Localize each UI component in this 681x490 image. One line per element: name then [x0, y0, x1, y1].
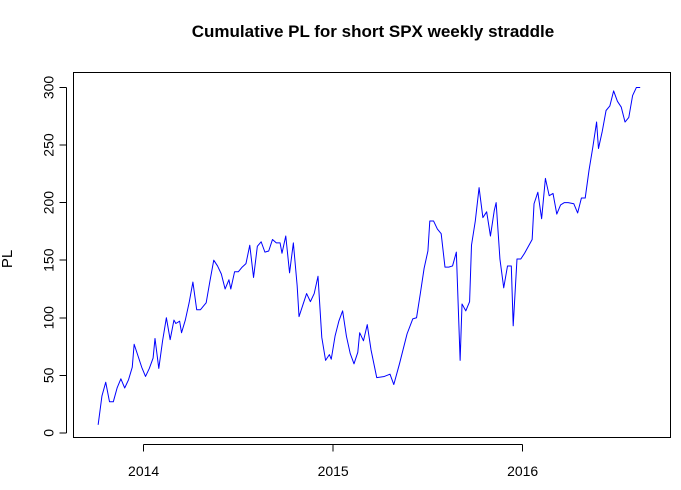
series-layer: [97, 86, 641, 425]
plot-area-frame: [73, 72, 671, 438]
y-tick-label: 150: [40, 248, 56, 272]
y-tick-label: 300: [40, 76, 56, 100]
chart-title: Cumulative PL for short SPX weekly strad…: [192, 22, 554, 41]
y-axis: 0 50 100 150 200 250 300: [40, 76, 67, 437]
x-tick-label: 2015: [318, 463, 349, 479]
x-axis: 2014 2015 2016: [128, 444, 538, 479]
x-tick-label: 2016: [507, 463, 538, 479]
series-line-0: [97, 86, 641, 425]
x-tick-label: 2014: [128, 463, 159, 479]
y-axis-label: PL: [0, 250, 16, 268]
y-tick-label: 250: [40, 133, 56, 157]
y-tick-label: 50: [40, 367, 56, 383]
y-tick-label: 0: [40, 429, 56, 437]
y-tick-label: 200: [40, 191, 56, 215]
y-tick-label: 100: [40, 306, 56, 330]
